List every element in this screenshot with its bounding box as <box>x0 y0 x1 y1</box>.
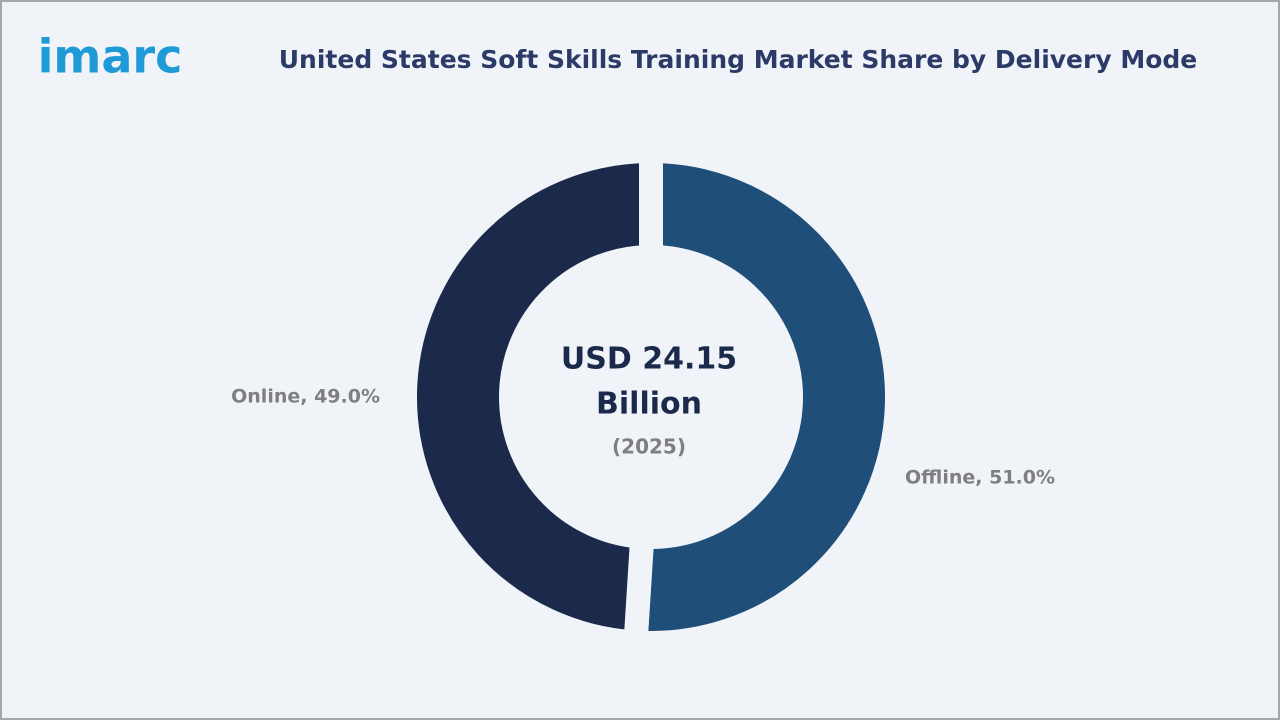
chart-title: United States Soft Skills Training Marke… <box>279 45 1198 74</box>
logo: imarc <box>38 30 183 84</box>
donut <box>393 138 909 656</box>
donut-slice <box>622 138 909 655</box>
center-label: USD 24.15 <box>561 342 737 377</box>
data-label: Offline, 51.0% <box>905 467 1055 489</box>
center-sublabel: (2025) <box>612 435 686 459</box>
center-label: Billion <box>596 387 702 422</box>
data-label: Online, 49.0% <box>231 386 380 408</box>
donut-slice <box>393 138 663 656</box>
